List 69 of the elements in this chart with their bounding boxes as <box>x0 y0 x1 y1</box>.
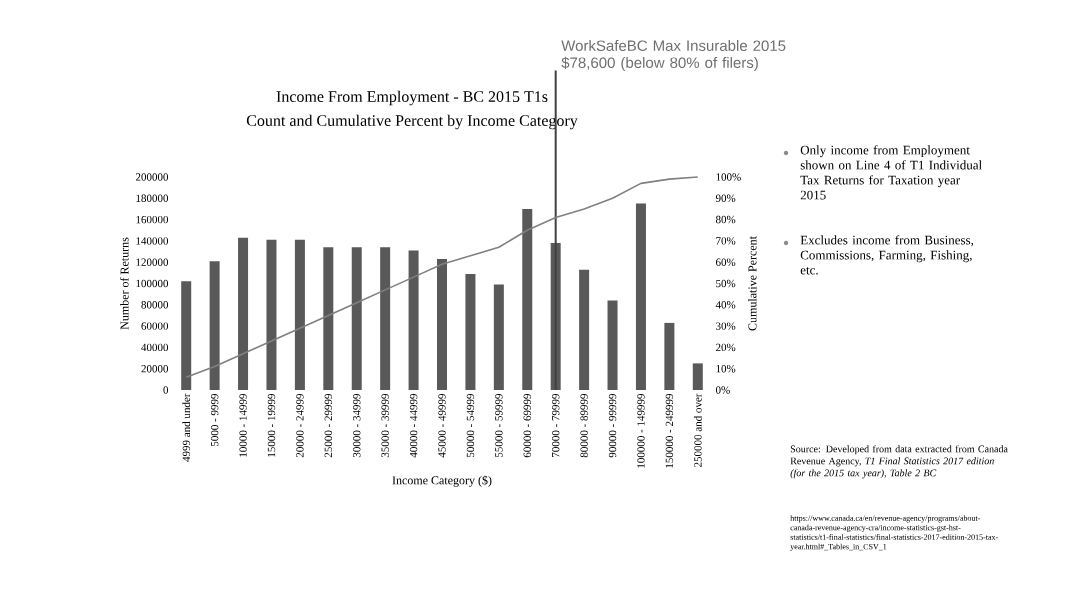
y-tick-label: 160000 <box>136 215 169 224</box>
y2-tick-label: 0% <box>715 386 730 394</box>
x-tick-label: 80000 - 89999 <box>580 393 588 458</box>
y2-tick-label: 40% <box>715 301 736 309</box>
x-tick-label: 45000 - 49999 <box>438 393 446 458</box>
x-tick-label: 90000 - 99999 <box>608 393 617 458</box>
bar <box>209 261 220 390</box>
chart-title: Income From Employment - BC 2015 T1s <box>276 90 548 106</box>
x-tick-label: 50000 - 54999 <box>466 393 475 458</box>
source-note: Source: Developed from data extracted from Canada Revenue Agency, T1 Final Statistics 2017 edition (for the 2015 tax year), Table 2 BC <box>790 445 1008 479</box>
y-tick-label: 40000 <box>141 343 169 352</box>
x-axis-title: Income Category ($) <box>392 475 492 487</box>
x-tick-label: 55000 - 59999 <box>495 393 503 458</box>
y2-tick-label: 50% <box>716 279 736 288</box>
bar <box>351 247 362 390</box>
y-tick-label: 0 <box>163 386 169 394</box>
y2-tick-label: 10% <box>716 364 736 373</box>
y2-tick-label: 100% <box>716 173 741 181</box>
y-tick-label: 180000 <box>136 194 169 203</box>
text: https://www.canada.ca/en/revenue-agency/programs/about-canada-revenue-agency-cra/income-statistics-gst-hst-statistics/t1-final-statistics/final-statistics-2017-edition-2015-tax-year.html#_Tables_in_CSV_1 <box>790 515 998 551</box>
x-tick-label: 15000 - 19999 <box>267 393 276 457</box>
bar <box>437 259 447 390</box>
bar <box>664 322 675 390</box>
y-axis-title: Number of Returns <box>120 237 129 330</box>
y-tick-label: 80000 <box>141 301 169 309</box>
y2-tick-label: 20% <box>716 343 736 352</box>
x-tick-label: 100000 - 149999 <box>637 393 645 468</box>
y-tick-label: 120000 <box>136 258 169 266</box>
bar <box>522 208 533 390</box>
bar <box>493 284 504 390</box>
y2-axis-title: Cumulative Percent <box>748 236 757 331</box>
y-tick-label: 140000 <box>136 237 169 245</box>
bar <box>266 239 277 390</box>
bar <box>635 203 646 390</box>
y2-tick-label: 80% <box>715 215 736 224</box>
bar <box>579 269 590 390</box>
y2-tick-label: 70% <box>716 237 736 245</box>
x-tick-label: 4999 and under <box>182 393 191 462</box>
bar <box>181 281 192 390</box>
x-tick-label: 250000 and over <box>693 393 702 467</box>
x-tick-label: 60000 - 69999 <box>523 393 531 458</box>
y-tick-label: 200000 <box>135 173 169 181</box>
x-tick-label: 5000 - 9999 <box>210 393 219 447</box>
y-tick-label: 60000 <box>141 322 169 330</box>
x-tick-label: 25000 - 29999 <box>324 393 333 458</box>
bar <box>294 239 305 390</box>
y2-tick-label: 30% <box>716 322 736 330</box>
bar <box>607 300 618 390</box>
x-tick-label: 30000 - 34999 <box>353 393 361 458</box>
x-tick-label: 35000 - 39999 <box>381 393 389 458</box>
bar <box>238 237 249 390</box>
y-tick-label: 100000 <box>136 279 169 288</box>
x-tick-label: 150000 - 249999 <box>665 393 674 468</box>
x-tick-label: 10000 - 14999 <box>239 393 247 457</box>
bar <box>465 273 476 390</box>
bar <box>380 247 391 390</box>
line-series <box>185 176 699 379</box>
y2-tick-label: 90% <box>715 194 736 203</box>
x-tick-label: 70000 - 79999 <box>551 393 560 457</box>
ref-line-label: WorkSafeBC Max Insurable 2015 $78,600 (below 80% of filers) <box>561 39 786 71</box>
text: Only income from Employment shown on Line 4 of T1 Individual Tax Returns for Taxation year 2015 <box>800 145 982 200</box>
bar <box>323 247 334 390</box>
text: Excludes income from Business, Commissions, Farming, Fishing, etc. <box>800 235 974 275</box>
x-tick-label: 20000 - 24999 <box>296 393 304 458</box>
bar <box>692 363 703 390</box>
bar <box>408 250 419 390</box>
y-tick-label: 20000 <box>141 364 169 373</box>
x-tick-label: 40000 - 44999 <box>409 393 418 458</box>
y2-tick-label: 60% <box>716 258 736 266</box>
